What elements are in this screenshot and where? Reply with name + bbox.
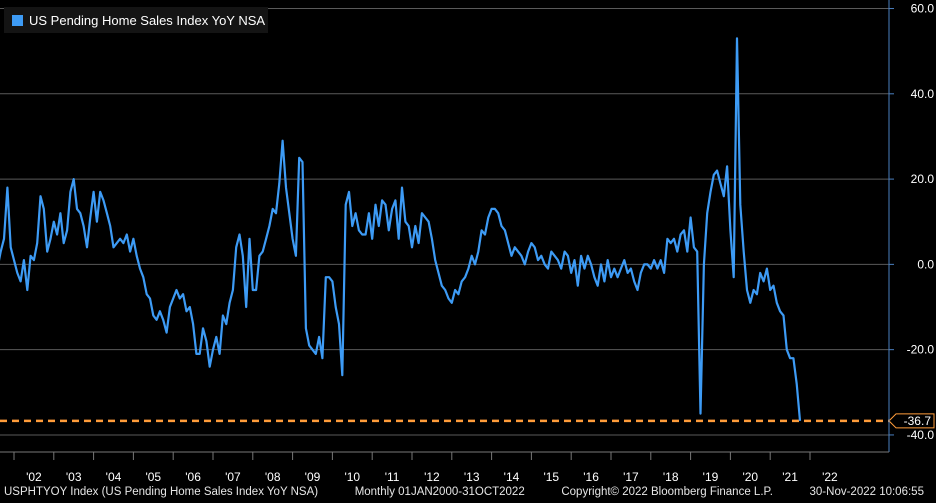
y-tick-label: 20.0	[911, 172, 935, 186]
legend: US Pending Home Sales Index YoY NSA	[4, 7, 268, 33]
x-tick-marks	[13, 452, 811, 460]
legend-label: US Pending Home Sales Index YoY NSA	[29, 12, 266, 28]
x-tick-label: '15	[543, 470, 559, 484]
grid-lines	[0, 8, 889, 436]
footer: USPHTYOY Index (US Pending Home Sales In…	[0, 486, 936, 503]
x-tick-label: '18	[663, 470, 679, 484]
x-tick-label: '06	[185, 470, 201, 484]
x-tick-label: '10	[344, 470, 360, 484]
y-tick-label: 0.0	[917, 257, 934, 271]
x-tick-label: '02	[26, 470, 42, 484]
x-tick-label: '04	[106, 470, 122, 484]
x-tick-label: '12	[424, 470, 440, 484]
y-tick-label: -40.0	[907, 428, 935, 442]
y-tick-label: 60.0	[911, 2, 935, 16]
reference-label: -36.7	[904, 414, 932, 428]
x-tick-label: '21	[782, 470, 798, 484]
x-tick-label: '14	[504, 470, 520, 484]
x-tick-label: '05	[145, 470, 161, 484]
x-tick-label: '08	[265, 470, 281, 484]
footer-ticker: USPHTYOY Index (US Pending Home Sales In…	[4, 486, 319, 498]
footer-copyright: Copyright© 2022 Bloomberg Finance L.P.	[561, 486, 773, 498]
x-tick-label: '07	[225, 470, 241, 484]
y-tick-label: -20.0	[907, 343, 935, 357]
x-tick-label: '13	[464, 470, 480, 484]
y-tick-label: 40.0	[911, 87, 935, 101]
footer-timestamp: 30-Nov-2022 10:06:55	[809, 486, 924, 498]
y-axis-ticks: 60.0 40.0 20.0 0.0 -20.0 -40.0	[889, 2, 934, 442]
x-tick-label: '11	[385, 470, 400, 484]
reference-label-box	[888, 413, 935, 429]
x-tick-label: '03	[66, 470, 82, 484]
x-tick-label: '22	[822, 470, 838, 484]
legend-swatch	[12, 14, 23, 26]
x-tick-label: '09	[305, 470, 321, 484]
x-tick-label: '17	[623, 470, 639, 484]
reference-line-group: -36.7	[0, 413, 935, 429]
series-line-pending-home-sales	[0, 37, 802, 421]
footer-range: Monthly 01JAN2000-31OCT2022	[354, 486, 525, 498]
x-tick-label: '20	[742, 470, 758, 484]
x-tick-label: '16	[583, 470, 599, 484]
x-axis-tick-labels: '02 '03 '04 '05 '06 '07 '08 '09 '10 '11 '12 '13 '14 '…	[26, 470, 838, 484]
x-tick-label: '19	[703, 470, 719, 484]
